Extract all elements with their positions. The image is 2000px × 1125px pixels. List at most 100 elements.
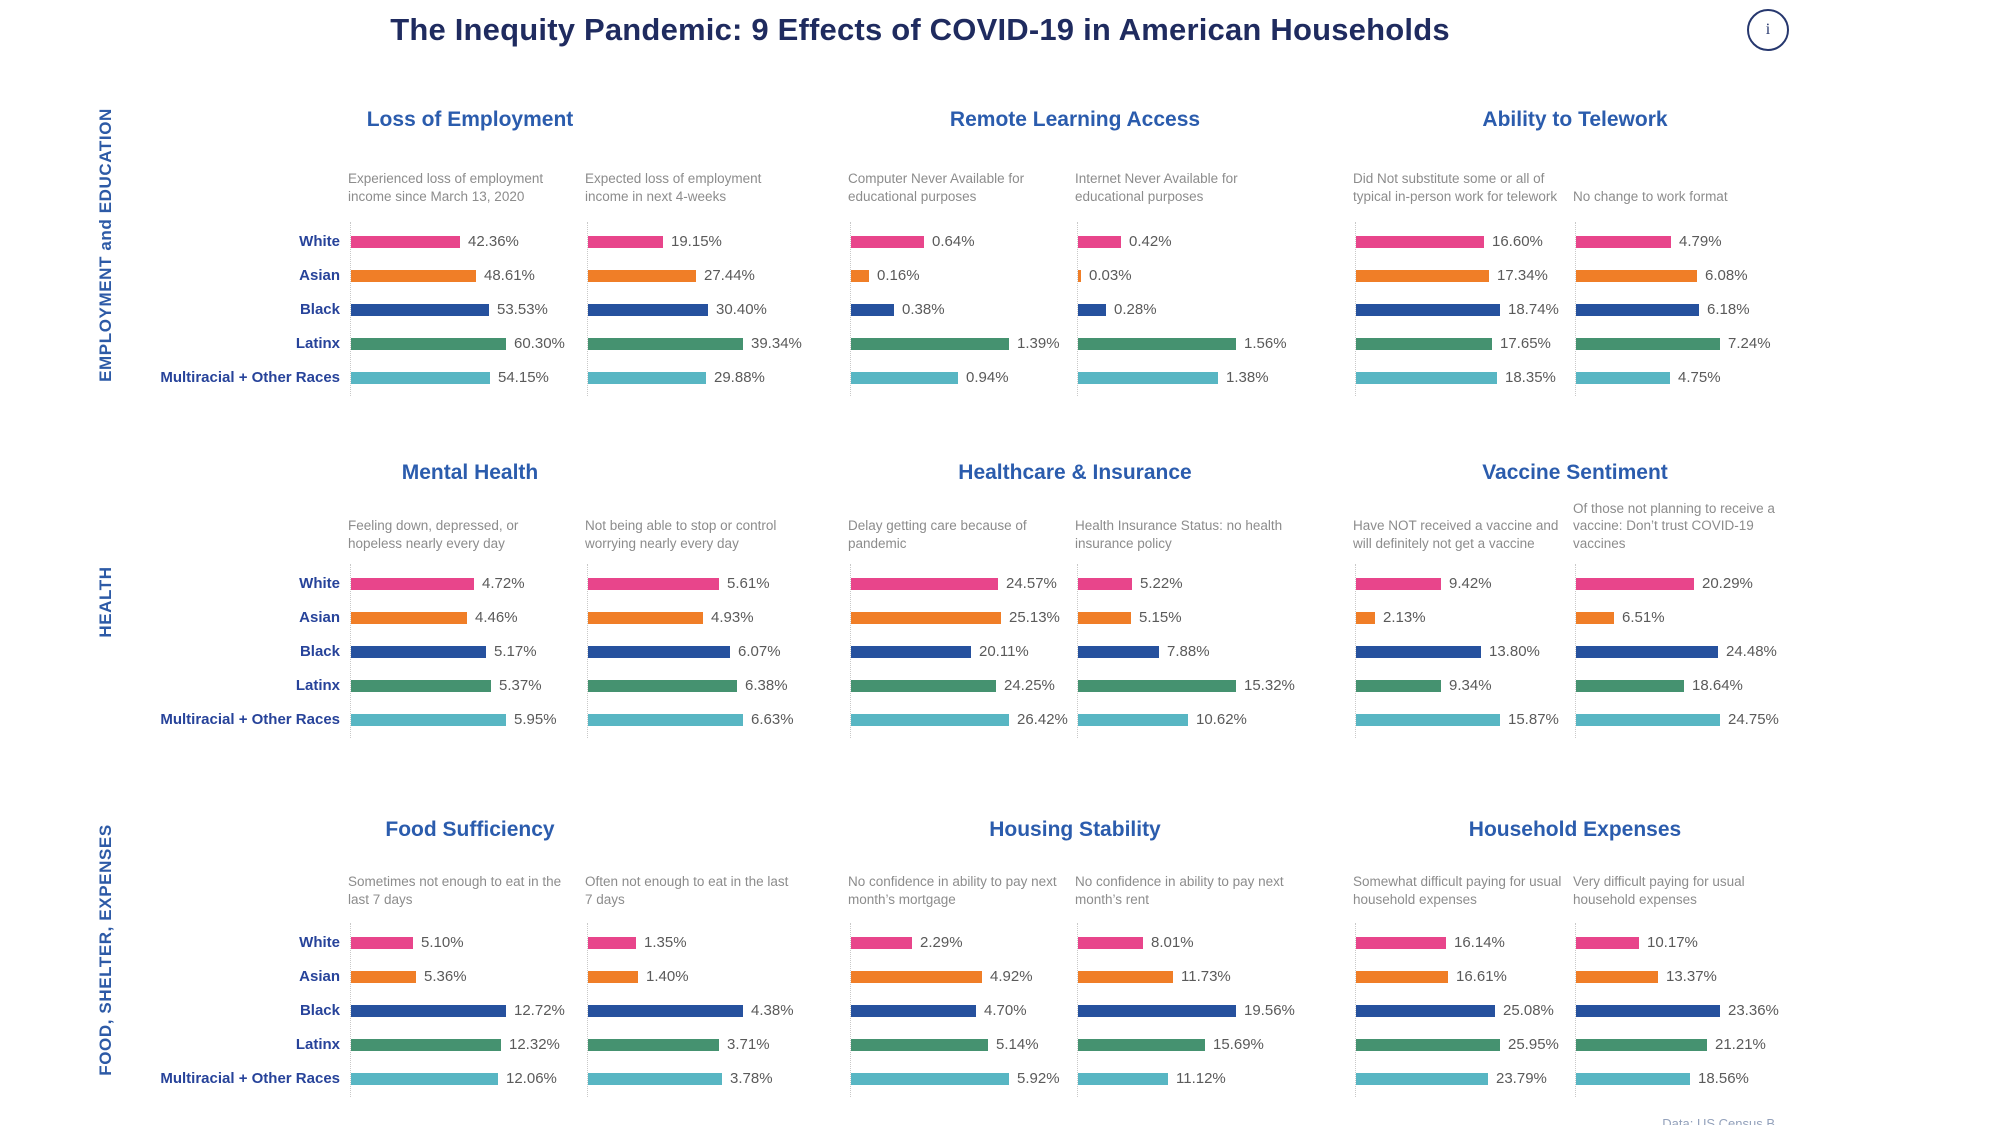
bar[interactable] bbox=[851, 646, 971, 658]
bar[interactable] bbox=[1576, 971, 1658, 983]
bar-value-label: 53.53% bbox=[497, 301, 548, 318]
bar[interactable] bbox=[588, 680, 737, 692]
bar[interactable] bbox=[1356, 680, 1441, 692]
bar[interactable] bbox=[351, 270, 476, 282]
bar[interactable] bbox=[1078, 971, 1173, 983]
bar[interactable] bbox=[1356, 270, 1489, 282]
bar-value-label: 21.21% bbox=[1715, 1036, 1766, 1053]
bar[interactable] bbox=[588, 1039, 719, 1051]
bar[interactable] bbox=[1356, 372, 1497, 384]
bar[interactable] bbox=[1356, 578, 1441, 590]
bar[interactable] bbox=[588, 937, 636, 949]
bar[interactable] bbox=[588, 338, 743, 350]
bar[interactable] bbox=[851, 270, 869, 282]
bar[interactable] bbox=[588, 971, 638, 983]
bar[interactable] bbox=[588, 646, 730, 658]
bar[interactable] bbox=[851, 937, 912, 949]
bar[interactable] bbox=[1576, 1005, 1720, 1017]
bar[interactable] bbox=[1356, 646, 1481, 658]
bar[interactable] bbox=[851, 578, 998, 590]
bar[interactable] bbox=[1356, 1073, 1488, 1085]
bar[interactable] bbox=[1576, 612, 1614, 624]
subchart-subtitle: Often not enough to eat in the last 7 da… bbox=[585, 874, 789, 908]
bar[interactable] bbox=[351, 338, 506, 350]
bar[interactable] bbox=[351, 646, 486, 658]
bar[interactable] bbox=[1078, 304, 1106, 316]
bar[interactable] bbox=[588, 270, 696, 282]
bar[interactable] bbox=[351, 612, 467, 624]
bar-value-label: 8.01% bbox=[1151, 934, 1194, 951]
bar[interactable] bbox=[588, 372, 706, 384]
bar[interactable] bbox=[351, 236, 460, 248]
bar[interactable] bbox=[1356, 338, 1492, 350]
bar[interactable] bbox=[588, 236, 663, 248]
bar[interactable] bbox=[1078, 714, 1188, 726]
bar[interactable] bbox=[1356, 1039, 1500, 1051]
bar[interactable] bbox=[588, 578, 719, 590]
bar[interactable] bbox=[1078, 1073, 1168, 1085]
bar[interactable] bbox=[351, 1073, 498, 1085]
bar[interactable] bbox=[588, 714, 743, 726]
info-button[interactable]: i bbox=[1747, 9, 1789, 51]
bar[interactable] bbox=[851, 1073, 1009, 1085]
bar[interactable] bbox=[851, 971, 982, 983]
bar[interactable] bbox=[1356, 1005, 1495, 1017]
bar[interactable] bbox=[351, 680, 491, 692]
bar[interactable] bbox=[351, 1039, 501, 1051]
bar[interactable] bbox=[1078, 612, 1131, 624]
bar[interactable] bbox=[351, 1005, 506, 1017]
bar-value-label: 19.56% bbox=[1244, 1002, 1295, 1019]
bar[interactable] bbox=[1356, 304, 1500, 316]
bar[interactable] bbox=[351, 937, 413, 949]
bar[interactable] bbox=[1356, 714, 1500, 726]
bar[interactable] bbox=[1078, 372, 1218, 384]
bar[interactable] bbox=[1576, 270, 1697, 282]
bar[interactable] bbox=[1078, 646, 1159, 658]
bar[interactable] bbox=[588, 1073, 722, 1085]
bar[interactable] bbox=[351, 304, 489, 316]
bar[interactable] bbox=[1576, 236, 1671, 248]
bar[interactable] bbox=[1078, 270, 1081, 282]
bar[interactable] bbox=[1576, 1039, 1707, 1051]
bar[interactable] bbox=[1576, 714, 1720, 726]
chart-title: Food Sufficiency bbox=[385, 818, 555, 841]
bar[interactable] bbox=[1576, 372, 1670, 384]
bar[interactable] bbox=[851, 1039, 988, 1051]
bar[interactable] bbox=[588, 612, 703, 624]
bar[interactable] bbox=[1576, 1073, 1690, 1085]
bar[interactable] bbox=[1576, 937, 1639, 949]
bar[interactable] bbox=[1356, 236, 1484, 248]
page-title: The Inequity Pandemic: 9 Effects of COVI… bbox=[390, 12, 1450, 47]
bar-value-label: 12.32% bbox=[509, 1036, 560, 1053]
bar[interactable] bbox=[851, 612, 1001, 624]
bar[interactable] bbox=[351, 372, 490, 384]
bar[interactable] bbox=[851, 338, 1009, 350]
bar[interactable] bbox=[1078, 1039, 1205, 1051]
bar[interactable] bbox=[851, 236, 924, 248]
bar[interactable] bbox=[1356, 971, 1448, 983]
bar[interactable] bbox=[351, 578, 474, 590]
bar[interactable] bbox=[851, 304, 894, 316]
bar[interactable] bbox=[851, 714, 1009, 726]
bar-value-label: 18.74% bbox=[1508, 301, 1559, 318]
bar[interactable] bbox=[351, 971, 416, 983]
bar[interactable] bbox=[588, 1005, 743, 1017]
bar[interactable] bbox=[851, 1005, 976, 1017]
bar[interactable] bbox=[1576, 304, 1699, 316]
bar[interactable] bbox=[1576, 578, 1694, 590]
bar[interactable] bbox=[1078, 680, 1236, 692]
bar[interactable] bbox=[851, 372, 958, 384]
bar[interactable] bbox=[851, 680, 996, 692]
bar[interactable] bbox=[1576, 338, 1720, 350]
bar[interactable] bbox=[588, 304, 708, 316]
bar[interactable] bbox=[1078, 338, 1236, 350]
bar[interactable] bbox=[1356, 612, 1375, 624]
bar[interactable] bbox=[1576, 680, 1684, 692]
bar[interactable] bbox=[1576, 646, 1718, 658]
bar[interactable] bbox=[1078, 937, 1143, 949]
bar[interactable] bbox=[1356, 937, 1446, 949]
bar[interactable] bbox=[1078, 1005, 1236, 1017]
bar[interactable] bbox=[1078, 578, 1132, 590]
bar[interactable] bbox=[351, 714, 506, 726]
bar[interactable] bbox=[1078, 236, 1121, 248]
